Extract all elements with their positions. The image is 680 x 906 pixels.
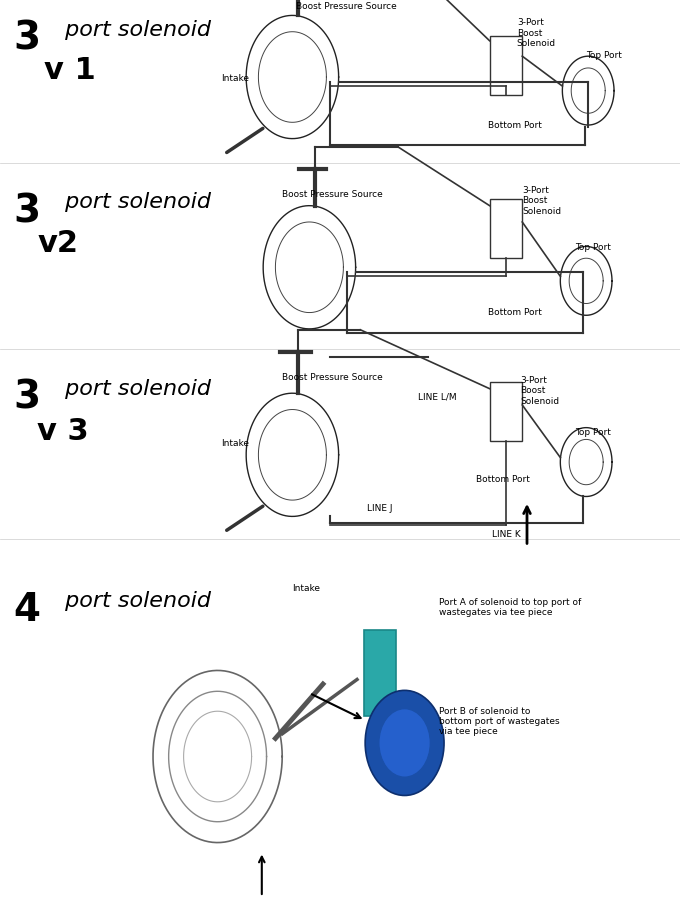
Text: LINE K: LINE K bbox=[492, 530, 521, 539]
Text: Boost Pressure Source: Boost Pressure Source bbox=[282, 373, 383, 382]
Text: 3-Port
Boost
Solenoid: 3-Port Boost Solenoid bbox=[520, 376, 560, 406]
Text: port solenoid: port solenoid bbox=[58, 379, 211, 399]
Text: 3: 3 bbox=[14, 192, 41, 230]
Text: port solenoid: port solenoid bbox=[58, 20, 211, 40]
Text: port solenoid: port solenoid bbox=[58, 591, 211, 611]
Text: Bottom Port: Bottom Port bbox=[476, 475, 530, 484]
Text: Intake: Intake bbox=[221, 74, 249, 83]
Text: Top Port: Top Port bbox=[575, 428, 611, 437]
Text: v2: v2 bbox=[37, 229, 78, 258]
Text: v 3: v 3 bbox=[37, 417, 89, 446]
Text: Top Port: Top Port bbox=[575, 243, 611, 252]
Text: Port B of solenoid to
bottom port of wastegates
via tee piece: Port B of solenoid to bottom port of was… bbox=[439, 707, 559, 737]
Text: 3: 3 bbox=[14, 20, 41, 58]
Text: Bottom Port: Bottom Port bbox=[488, 121, 542, 130]
Text: Boost Pressure Source: Boost Pressure Source bbox=[282, 190, 383, 199]
Text: Intake: Intake bbox=[292, 584, 320, 593]
Text: 4: 4 bbox=[14, 591, 41, 629]
Text: LINE L/M: LINE L/M bbox=[418, 392, 457, 401]
Text: 3: 3 bbox=[14, 379, 41, 417]
Text: v 1: v 1 bbox=[44, 56, 96, 85]
Text: Top Port: Top Port bbox=[586, 51, 622, 60]
Circle shape bbox=[379, 708, 430, 777]
FancyBboxPatch shape bbox=[364, 630, 396, 716]
Text: LINE J: LINE J bbox=[367, 504, 393, 513]
Text: Intake: Intake bbox=[221, 439, 249, 448]
Text: 3-Port
Boost
Solenoid: 3-Port Boost Solenoid bbox=[517, 18, 556, 48]
Text: Boost Pressure Source: Boost Pressure Source bbox=[296, 2, 396, 11]
Text: Port A of solenoid to top port of
wastegates via tee piece: Port A of solenoid to top port of wasteg… bbox=[439, 598, 581, 617]
Circle shape bbox=[365, 690, 444, 795]
Text: port solenoid: port solenoid bbox=[58, 192, 211, 212]
Text: 3-Port
Boost
Solenoid: 3-Port Boost Solenoid bbox=[522, 186, 562, 216]
Text: Bottom Port: Bottom Port bbox=[488, 308, 542, 317]
